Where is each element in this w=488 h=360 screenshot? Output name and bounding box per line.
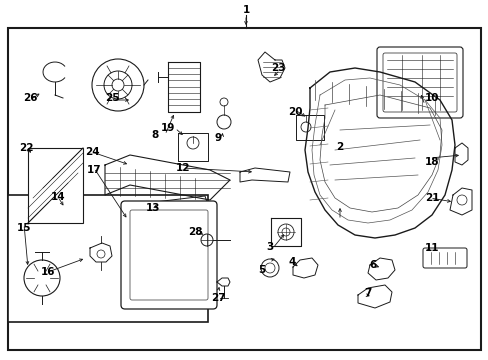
Text: 16: 16: [41, 267, 55, 277]
Text: 8: 8: [151, 130, 158, 140]
Text: 3: 3: [266, 242, 273, 252]
FancyBboxPatch shape: [382, 53, 456, 112]
Text: 21: 21: [424, 193, 438, 203]
Text: 9: 9: [214, 133, 221, 143]
Text: 4: 4: [288, 257, 295, 267]
Text: 25: 25: [104, 93, 119, 103]
Text: 28: 28: [187, 227, 202, 237]
Text: 11: 11: [424, 243, 438, 253]
Bar: [8, 195, 207, 322]
FancyBboxPatch shape: [121, 201, 217, 309]
Text: 6: 6: [368, 260, 376, 270]
Text: 13: 13: [145, 203, 160, 213]
Bar: [8, 28, 480, 350]
Text: 5: 5: [258, 265, 265, 275]
Text: 10: 10: [424, 93, 438, 103]
Text: 2: 2: [336, 142, 343, 152]
Text: 12: 12: [175, 163, 190, 173]
Text: 14: 14: [51, 192, 65, 202]
Bar: [28, 148, 83, 223]
Text: 20: 20: [287, 107, 302, 117]
FancyBboxPatch shape: [130, 210, 207, 300]
Text: 27: 27: [210, 293, 225, 303]
FancyBboxPatch shape: [376, 47, 462, 118]
Text: 22: 22: [19, 143, 33, 153]
Text: 18: 18: [424, 157, 438, 167]
Text: 1: 1: [242, 5, 249, 15]
Text: 23: 23: [270, 63, 285, 73]
FancyBboxPatch shape: [422, 248, 466, 268]
Text: 19: 19: [161, 123, 175, 133]
Text: 26: 26: [23, 93, 37, 103]
Text: 17: 17: [86, 165, 101, 175]
Text: 24: 24: [84, 147, 99, 157]
Text: 7: 7: [364, 288, 371, 298]
Text: 15: 15: [17, 223, 31, 233]
